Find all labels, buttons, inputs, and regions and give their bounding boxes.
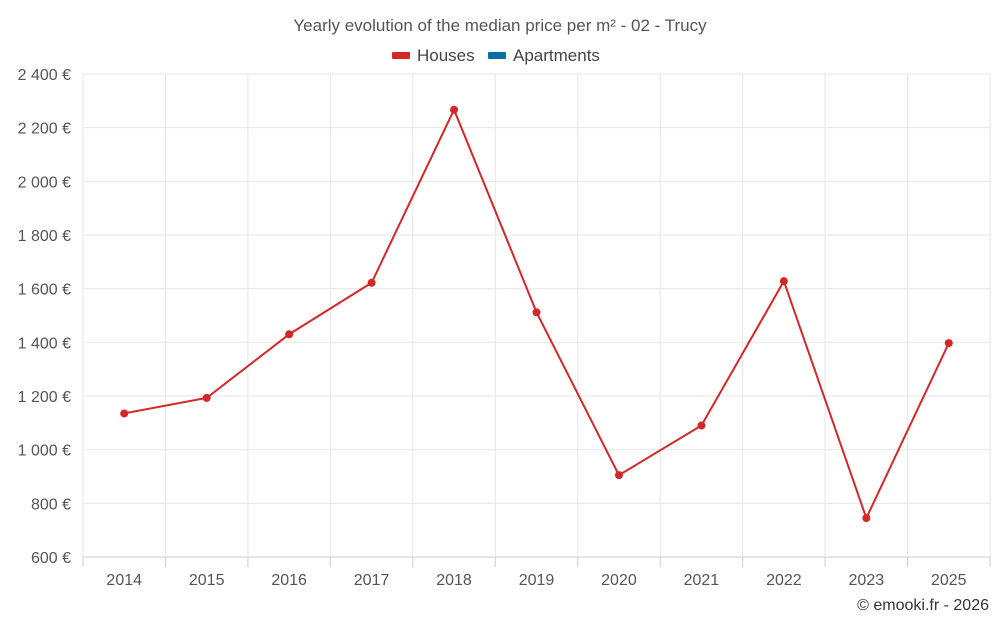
grid-horizontal xyxy=(83,73,990,558)
x-tick-label: 2017 xyxy=(354,572,390,589)
y-tick-label: 1 200 € xyxy=(18,389,71,406)
legend-label: Houses xyxy=(417,46,475,65)
y-tick-label: 2 400 € xyxy=(18,67,71,84)
x-tick-label: 2021 xyxy=(684,572,720,589)
data-point[interactable] xyxy=(944,339,953,348)
x-tick-label: 2016 xyxy=(271,572,307,589)
y-axis: 600 € 800 € 1 000 € 1 200 € 1 400 € 1 600 € 1 … xyxy=(18,67,71,567)
y-tick-label: 1 800 € xyxy=(18,228,71,245)
credit-text: © emooki.fr - 2026 xyxy=(857,597,989,614)
x-tick-label: 2025 xyxy=(931,572,967,589)
y-tick-label: 1 400 € xyxy=(18,335,71,352)
x-tick-label: 2018 xyxy=(436,572,472,589)
data-point[interactable] xyxy=(450,105,459,114)
data-point[interactable] xyxy=(202,393,211,402)
x-tick-label: 2014 xyxy=(106,572,142,589)
legend-item-houses[interactable]: Houses xyxy=(392,46,475,65)
data-point[interactable] xyxy=(614,471,623,480)
data-point[interactable] xyxy=(367,278,376,287)
y-tick-label: 800 € xyxy=(31,496,71,513)
x-axis: 2014 2015 2016 2017 2018 2019 2020 2021 2022 2023… xyxy=(82,557,991,589)
grid-vertical xyxy=(82,74,991,557)
chart-title: Yearly evolution of the median price per… xyxy=(293,16,707,35)
data-point[interactable] xyxy=(120,409,129,418)
y-tick-label: 1 000 € xyxy=(18,443,71,460)
y-tick-label: 1 600 € xyxy=(18,282,71,299)
legend: Houses Apartments xyxy=(392,46,600,65)
x-tick-label: 2020 xyxy=(601,572,637,589)
x-tick-label: 2015 xyxy=(189,572,225,589)
x-tick-label: 2023 xyxy=(849,572,885,589)
legend-swatch xyxy=(488,52,506,59)
y-tick-label: 600 € xyxy=(31,550,71,567)
legend-label: Apartments xyxy=(513,46,600,65)
data-point[interactable] xyxy=(779,277,788,286)
data-point[interactable] xyxy=(532,308,541,317)
x-tick-label: 2019 xyxy=(519,572,555,589)
data-point[interactable] xyxy=(285,330,294,339)
y-tick-label: 2 200 € xyxy=(18,121,71,138)
y-tick-label: 2 000 € xyxy=(18,174,71,191)
data-point[interactable] xyxy=(862,514,871,523)
legend-swatch xyxy=(392,52,410,59)
legend-item-apartments[interactable]: Apartments xyxy=(488,46,600,65)
series-area xyxy=(120,105,953,523)
x-tick-label: 2022 xyxy=(766,572,802,589)
data-point[interactable] xyxy=(697,421,706,430)
